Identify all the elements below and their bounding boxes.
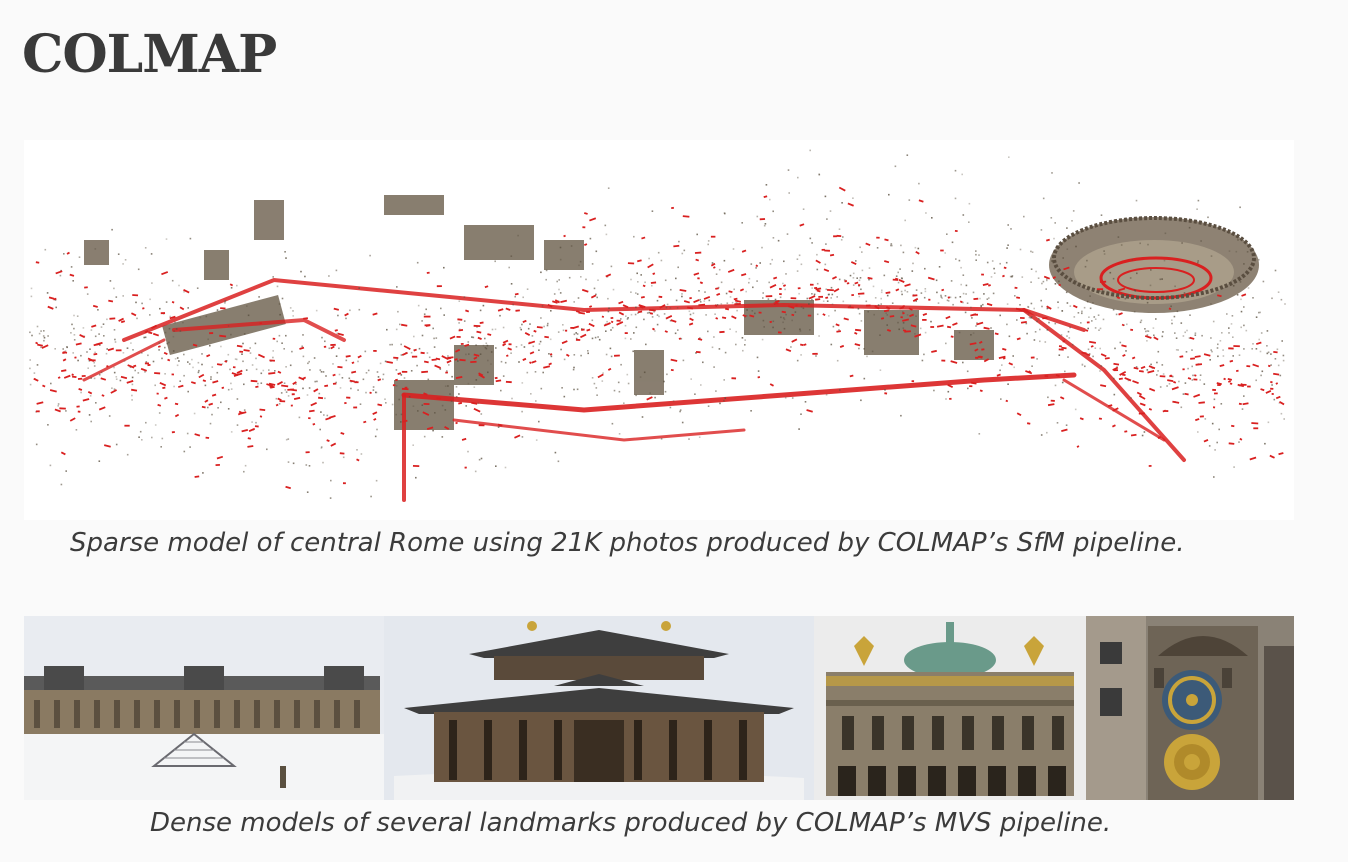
building-fragments	[84, 195, 994, 430]
coliseum-reconstruction	[1049, 216, 1259, 313]
todaiji-model	[384, 616, 814, 800]
todaiji-panel	[384, 616, 814, 800]
prague-clock-model	[1086, 616, 1294, 800]
prague-clock-panel	[1086, 616, 1294, 800]
palais-garnier-model	[814, 616, 1086, 800]
dense-models-image	[24, 616, 1294, 800]
sparse-caption: Sparse model of central Rome using 21K p…	[70, 528, 1185, 558]
sparse-point-cloud	[29, 149, 1286, 502]
page-title: COLMAP	[22, 24, 277, 85]
louvre-panel	[24, 616, 384, 800]
dense-caption: Dense models of several landmarks produc…	[150, 808, 1112, 838]
palais-garnier-panel	[814, 616, 1086, 800]
sparse-model-image	[24, 140, 1294, 520]
camera-points-red	[33, 186, 1285, 490]
louvre-model	[24, 616, 384, 800]
